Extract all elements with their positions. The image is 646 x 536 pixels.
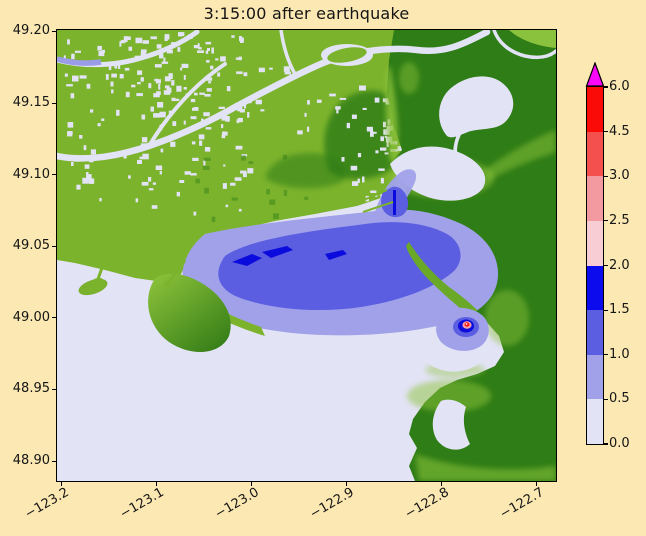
urban-speckles [63,32,411,216]
jetty-terminal [87,277,105,293]
colorbar-tickmark [604,264,608,267]
y-tick-label: 49.00 [12,309,50,325]
y-tickmark [51,317,56,319]
colorbar-tick-label: 3.0 [609,168,630,184]
x-tick-label: −122.9 [307,485,357,523]
mudbay-dyke [358,189,388,203]
y-tick-label: 49.20 [12,23,50,38]
y-tickmark [51,245,56,247]
colorbar-segment [587,220,603,266]
mudbay-dyke [362,201,394,213]
upland-shading [415,454,556,481]
x-tick-label: −122.8 [402,485,452,523]
colorbar-tick-label: 1.5 [609,302,630,318]
colorbar-tickmark [604,220,608,222]
upland-shading [485,130,556,180]
colorbar-tickmark [604,354,608,356]
colorbar-tick-label: 0.5 [609,391,630,407]
birch-bay [432,399,470,450]
colorbar-segment [587,354,603,400]
x-tickmark [155,481,157,486]
bay-east-shore [406,242,477,317]
x-tickmark [440,481,442,486]
ferry-terminal [164,281,170,287]
colorbar-tick-label: 6.0 [609,79,630,94]
colorbar-tickmark [604,175,608,177]
colorbar-tick-label: 0.0 [609,436,630,451]
map-canvas [57,30,556,481]
plot-title: 3:15:00 after earthquake [203,4,410,23]
y-tickmark [51,460,56,462]
colorbar-segment [587,399,603,444]
y-tick-label: 49.10 [12,166,50,182]
delta-lowland [57,30,417,282]
roberts-bank-jetty [96,225,119,280]
panorama-ridge [324,90,393,180]
y-tickmark [51,102,56,104]
y-tick-label: 48.90 [12,453,50,468]
x-tickmark [535,481,537,486]
upland-shading [485,290,529,346]
ferry-jetty [168,260,186,283]
colorbar-tickmark [604,86,608,88]
y-tick-label: 49.05 [12,238,50,253]
flood-deep-streaks [232,190,396,266]
x-tickmark [60,481,62,486]
flooded-river-reach [57,56,102,66]
map-plot-area [56,29,557,482]
colorbar-over-arrow [585,62,605,87]
x-tick-label: −123.1 [117,485,167,523]
colorbar-tick-label: 1.0 [609,346,630,362]
upland-shading [399,62,419,94]
colorbar-tick-label: 2.0 [609,257,630,273]
x-tick-label: −122.7 [497,485,547,523]
vegetation-speckles [195,154,309,223]
burns-bog [265,153,347,189]
y-tickmark [51,174,56,176]
x-tick-label: −123.2 [22,485,72,523]
serpentine-valley [390,76,514,201]
y-tickmark [51,30,56,32]
upland-shading [385,66,398,162]
colorbar-segment [587,87,603,132]
colorbar-tick-label: 4.5 [609,123,630,139]
y-tick-label: 48.95 [12,381,50,396]
ne-corner-light [509,30,556,48]
flood-core-1p0 [218,222,461,311]
x-tick-label: −123.0 [212,485,262,523]
hotspot-bullseye [436,307,489,351]
colorbar-segment [587,265,603,311]
colorbar [586,86,604,445]
colorbar-tick-label: 2.5 [609,212,630,228]
colorbar-tickmark [604,131,608,133]
colorbar-segment [587,310,603,355]
x-tickmark [250,481,252,486]
point-roberts [148,273,231,353]
upland-shading [407,380,491,412]
x-tickmark [345,481,347,486]
y-tick-label: 49.15 [12,95,50,110]
barnston-island [327,47,367,63]
colorbar-segment [587,176,603,221]
y-tickmark [51,388,56,390]
colorbar-tickmark [604,309,608,311]
colorbar-tickmark [604,398,608,400]
colorbar-tickmark [604,443,608,445]
colorbar-segment [587,131,603,177]
shorelines [78,189,477,353]
